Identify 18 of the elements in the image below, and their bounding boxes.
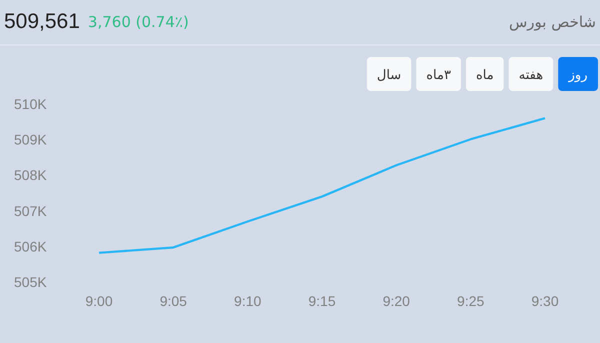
x-tick-label: 9:30	[531, 293, 559, 309]
x-tick-label: 9:25	[457, 293, 485, 309]
x-tick-label: 9:20	[382, 293, 410, 309]
button: ماه	[466, 57, 504, 91]
button: ۳ماه	[416, 57, 461, 91]
x-tick-label: 9:15	[308, 293, 336, 309]
button: سال	[366, 57, 412, 91]
y-tick-label: 507K	[14, 202, 48, 219]
y-tick-label: 508K	[14, 167, 48, 184]
x-tick-label: 9:00	[85, 293, 113, 309]
x-tick-label: 9:10	[234, 293, 262, 309]
button: روز	[558, 57, 598, 91]
button: هفته	[508, 57, 554, 91]
y-tick-label: 506K	[14, 238, 48, 254]
x-tick-label: 9:05	[160, 293, 188, 309]
y-tick-label: 509K	[14, 132, 48, 148]
y-tick-label: 505K	[14, 274, 48, 290]
y-tick-label: 510K	[14, 96, 48, 112]
